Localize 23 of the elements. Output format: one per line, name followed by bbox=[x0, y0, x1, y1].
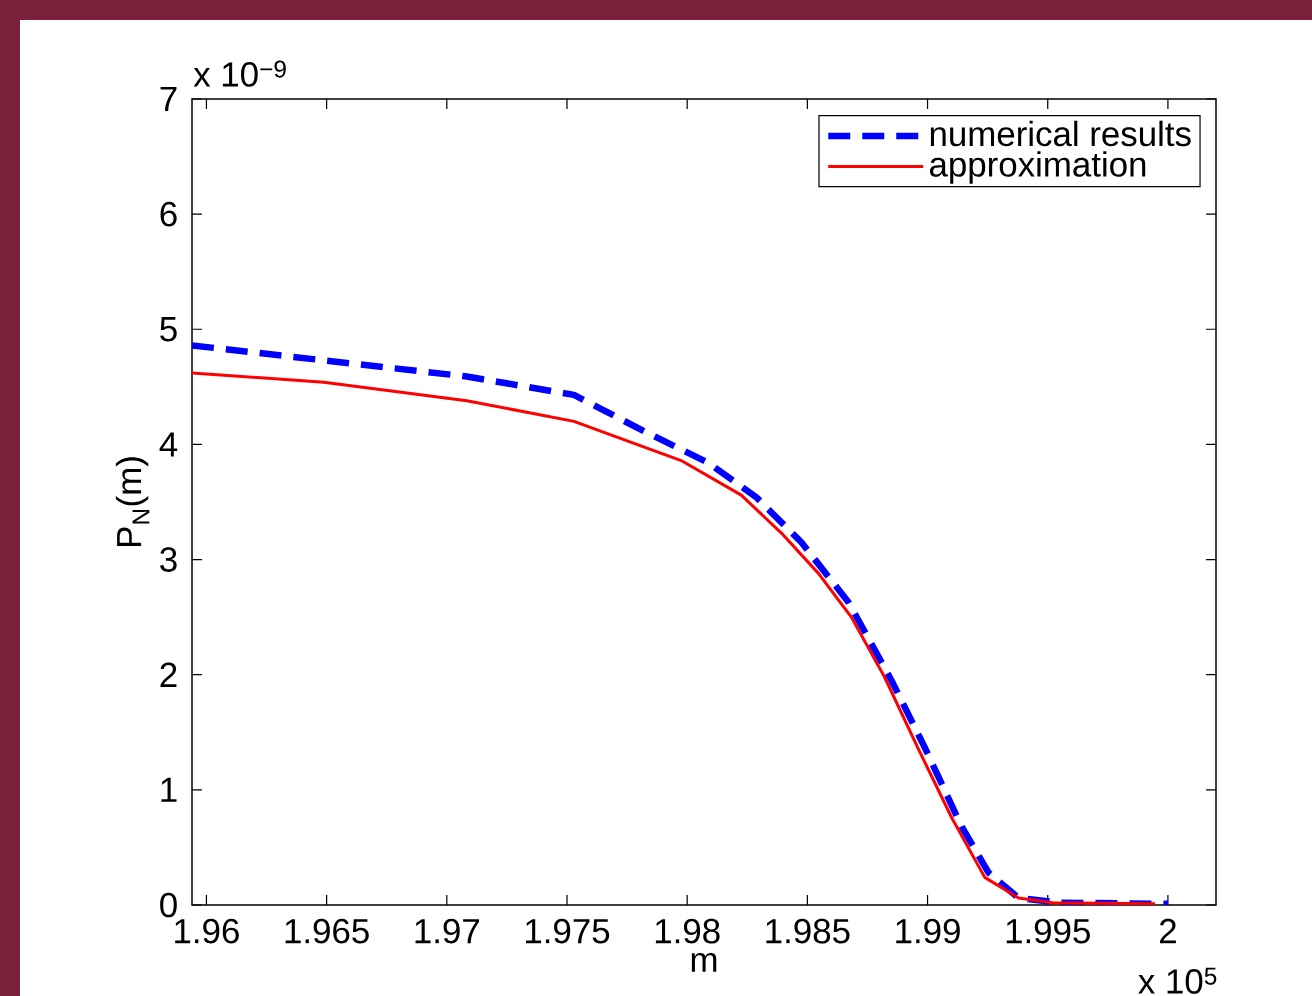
y-tick-label: 4 bbox=[159, 432, 178, 457]
x-tick-label: 1.965 bbox=[285, 918, 369, 944]
y-tick-label: 5 bbox=[160, 317, 177, 342]
legend-label: numerical results bbox=[930, 120, 1191, 147]
y-tick-label: 1 bbox=[161, 777, 177, 802]
x-tick-label: 1.97 bbox=[415, 918, 479, 944]
x-tick-label: 1.96 bbox=[175, 918, 239, 944]
x-tick-label: 1.975 bbox=[526, 918, 610, 944]
y-tick-label: 7 bbox=[160, 86, 177, 111]
y-tick-label: 3 bbox=[160, 547, 177, 572]
text: x 10$^{−9}$ bbox=[193, 60, 286, 87]
y-tick-label: 6 bbox=[160, 201, 177, 227]
x-axis-title: m bbox=[691, 952, 717, 972]
x-tick-label: 1.985 bbox=[766, 918, 850, 944]
x-tick-label: 2 bbox=[1159, 918, 1176, 944]
y-tick-label: 2 bbox=[160, 662, 177, 687]
text: x 10$^{5}$ bbox=[1138, 967, 1217, 994]
x-tick-label: 1.995 bbox=[1006, 918, 1090, 944]
y-axis-title: P$_{N}$(m) bbox=[115, 457, 150, 546]
y-tick-label: 0 bbox=[160, 892, 177, 918]
x-tick-label: 1.98 bbox=[655, 918, 720, 944]
x-tick-label: 1.99 bbox=[896, 918, 960, 944]
legend-label: approximation bbox=[929, 151, 1146, 184]
